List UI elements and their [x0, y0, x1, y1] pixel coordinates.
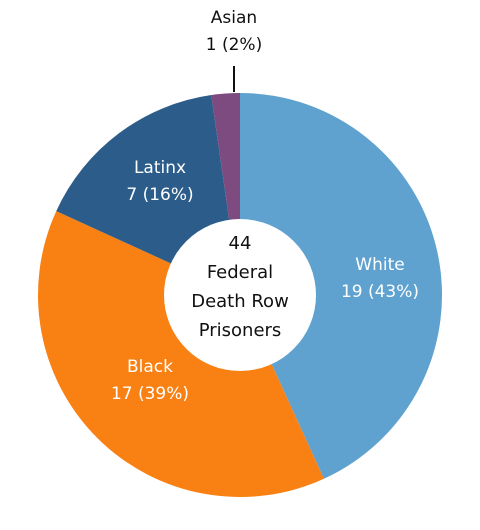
slice-value-black: 17 (39%): [111, 384, 189, 404]
slice-black: [38, 211, 324, 497]
slice-white: [240, 93, 442, 479]
slice-label-asian: Asian: [211, 8, 257, 28]
center-label: 44 Federal Death Row Prisoners: [191, 233, 289, 341]
slice-label-latinx: Latinx: [134, 158, 186, 178]
center-label-line-1: 44: [229, 233, 252, 254]
slice-value-asian: 1 (2%): [206, 35, 262, 55]
center-label-line-3: Death Row: [191, 291, 289, 312]
slice-value-white: 19 (43%): [341, 282, 419, 302]
donut-hole: [164, 219, 316, 371]
slice-labels: White 19 (43%) Black 17 (39%) Latinx 7 (16%) A…: [111, 8, 419, 404]
slice-value-latinx: 7 (16%): [126, 185, 193, 205]
center-label-line-4: Prisoners: [199, 320, 282, 341]
center-label-line-2: Federal: [207, 262, 273, 283]
slice-label-black: Black: [127, 357, 173, 377]
slice-label-white: White: [355, 255, 404, 275]
